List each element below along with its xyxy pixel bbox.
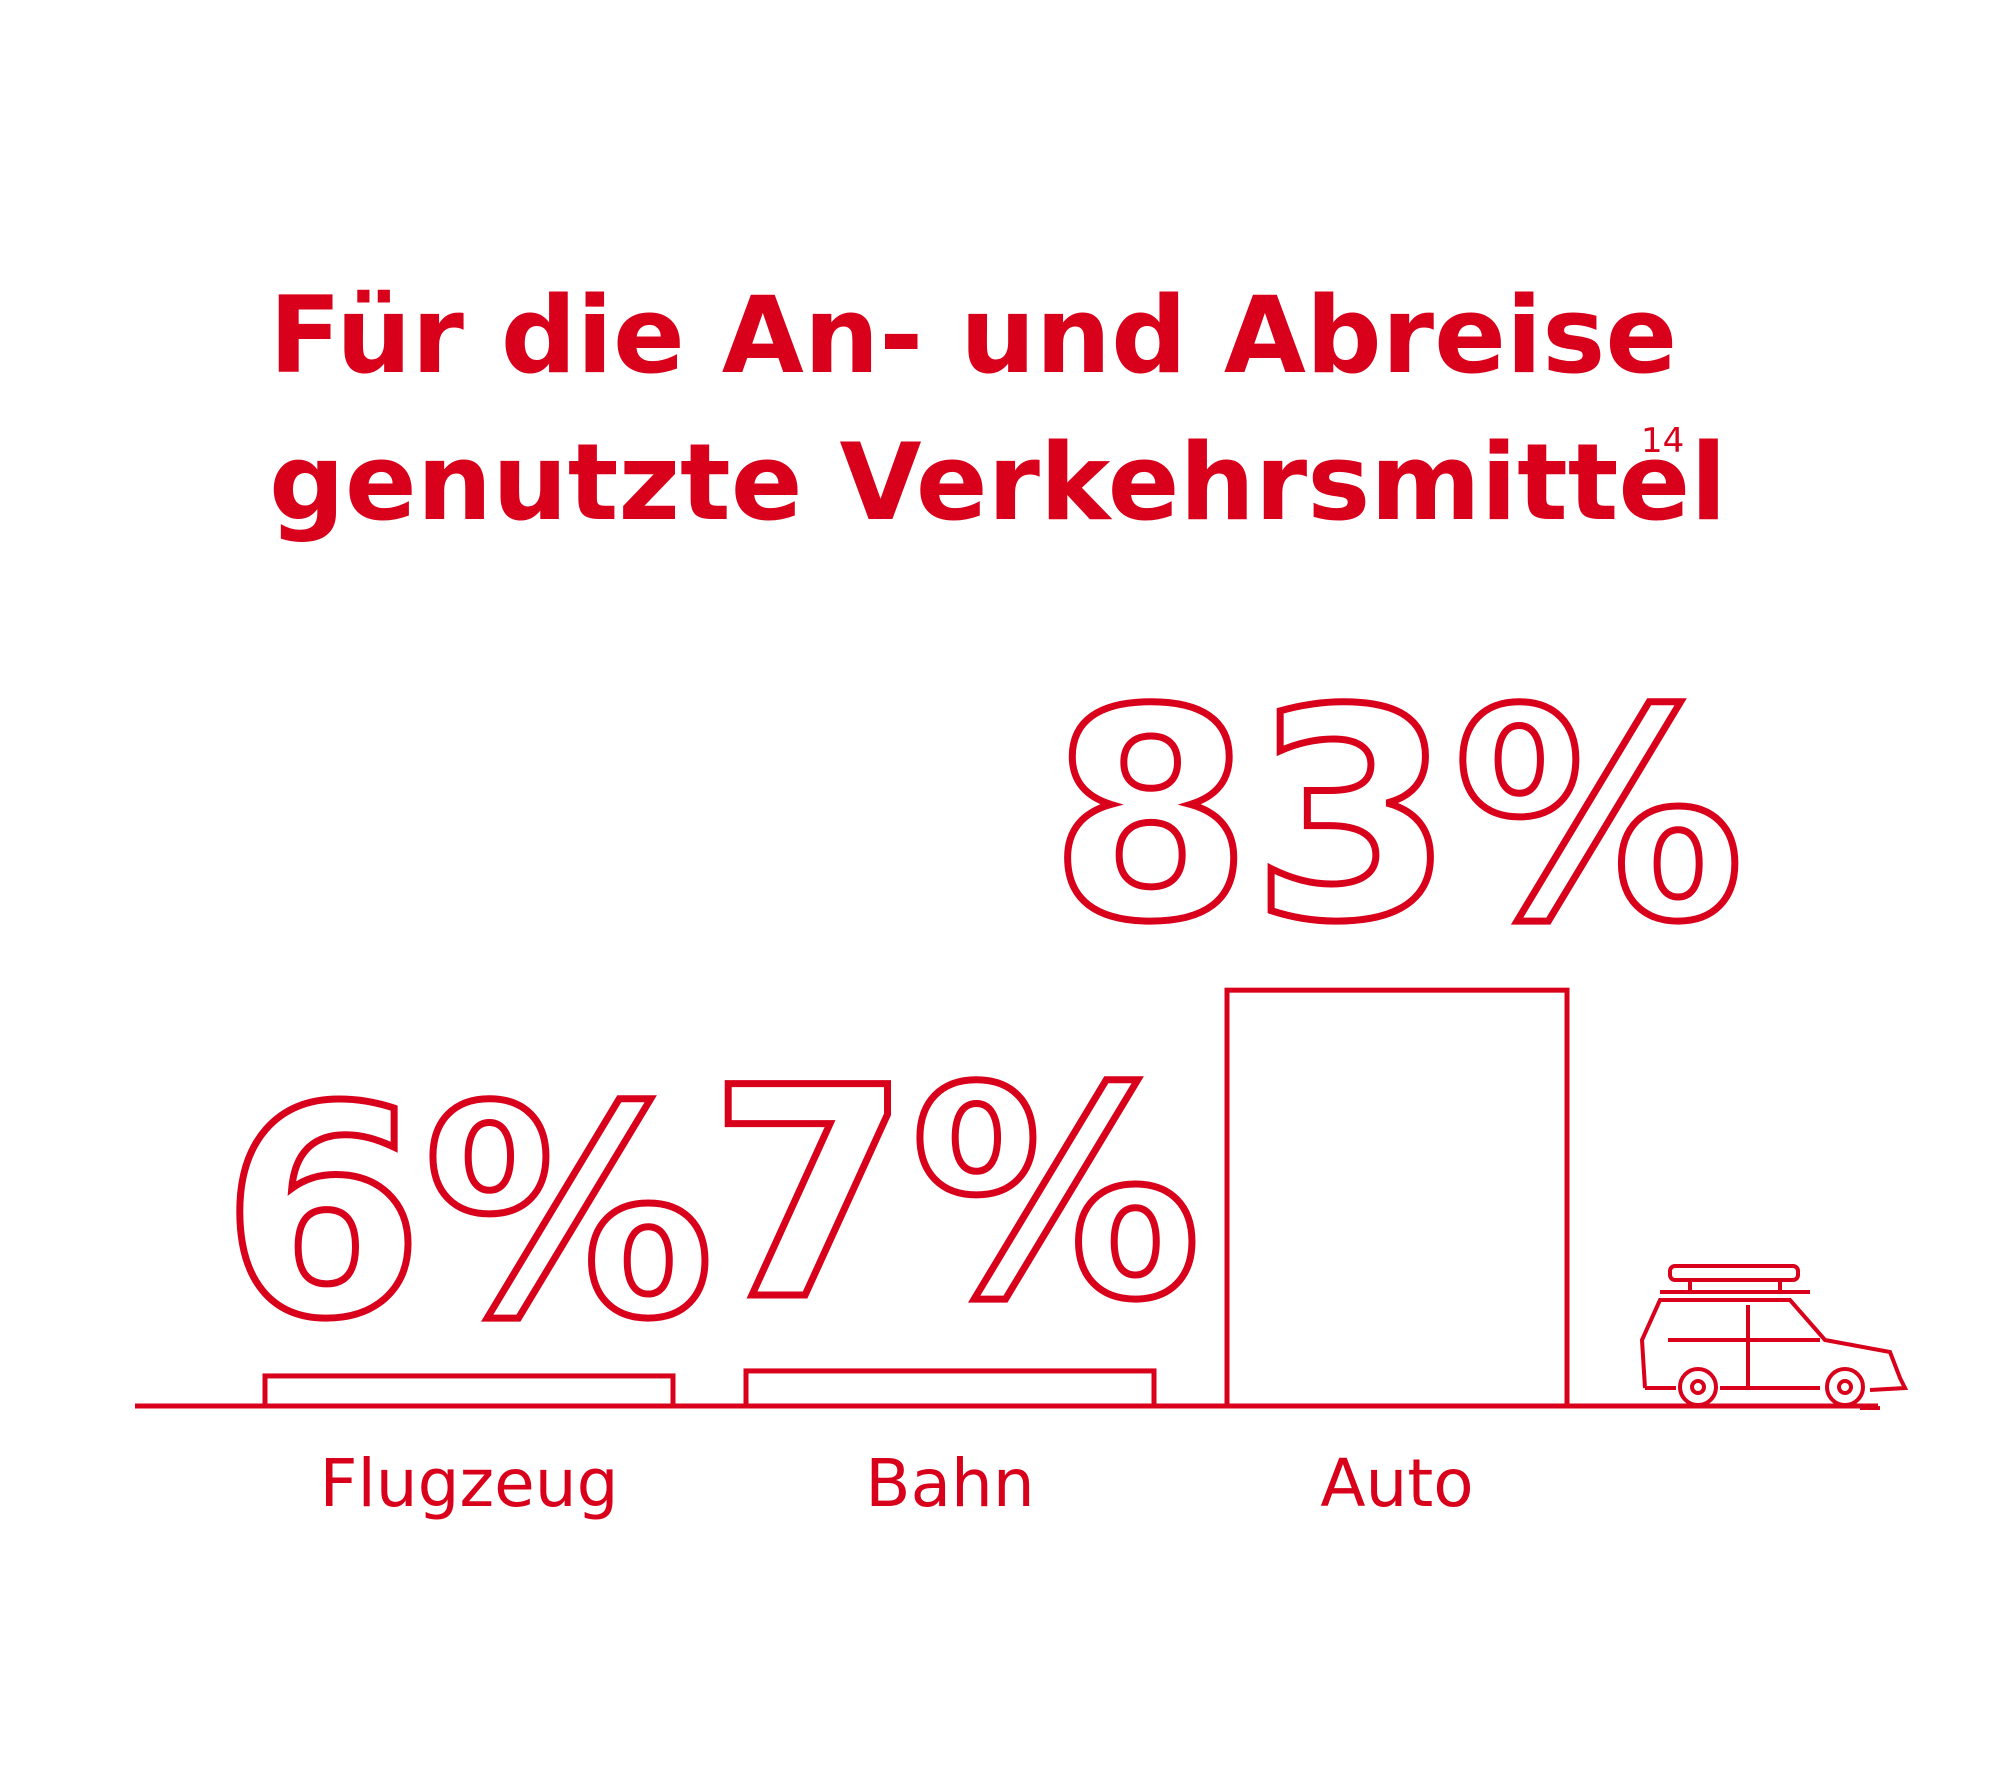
chart-title-line: Für die An- und Abreise — [269, 274, 1677, 397]
category-label: Bahn — [865, 1445, 1034, 1522]
category-label: Auto — [1320, 1445, 1473, 1522]
value-label: 6% — [222, 1046, 714, 1383]
category-label: Flugzeug — [320, 1445, 619, 1522]
bar — [743, 1368, 1157, 1409]
value-label: 7% — [709, 1027, 1201, 1364]
bar — [262, 1373, 676, 1409]
chart-title-line: genutzte Verkehrsmittel — [269, 421, 1727, 544]
footnote-marker: 14 — [1641, 421, 1684, 461]
car-icon — [1639, 1264, 1909, 1410]
value-label: 83% — [1050, 649, 1744, 986]
bar — [1224, 987, 1570, 1409]
